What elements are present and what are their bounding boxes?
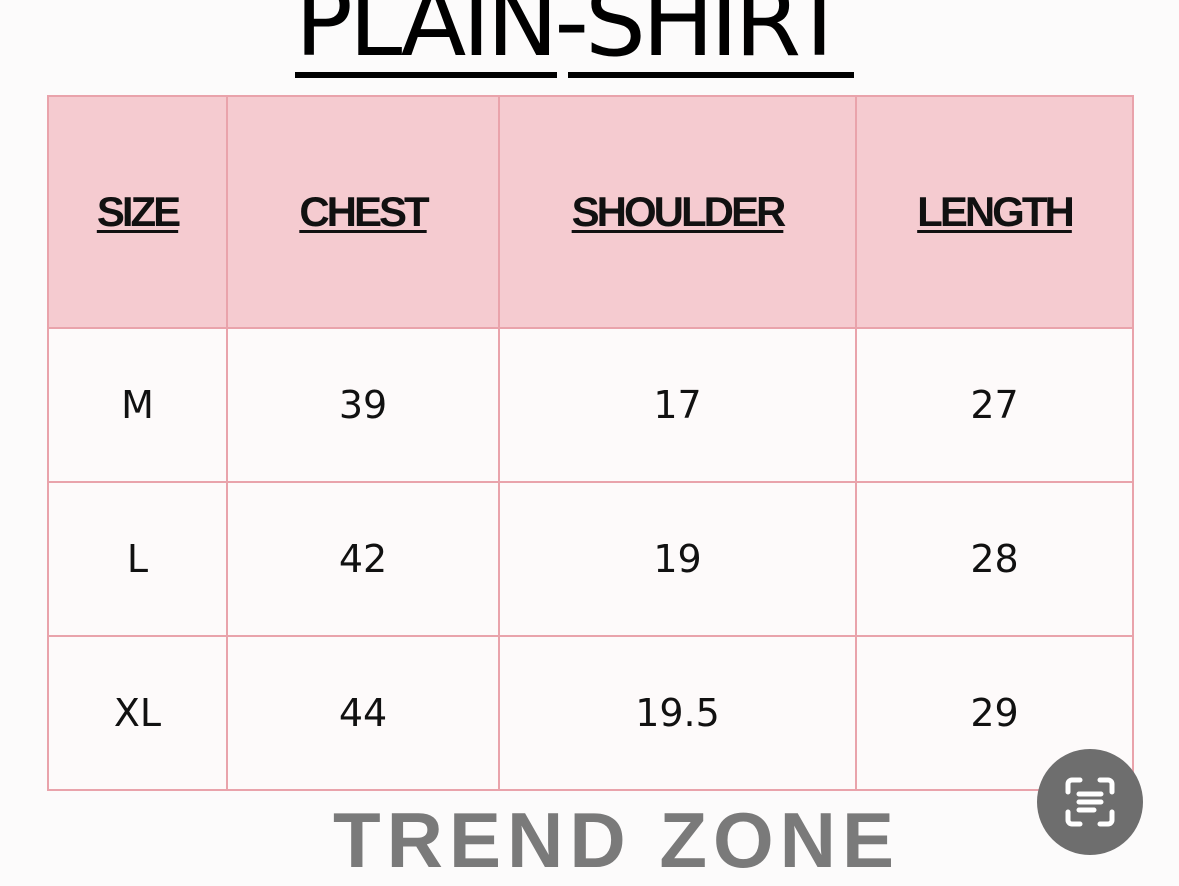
header-shoulder: SHOULDER [498,95,857,329]
header-length: LENGTH [855,95,1134,329]
cell-chest: 42 [226,481,500,637]
table-row: M 39 17 27 [47,327,1134,483]
text-scan-icon [1065,777,1115,827]
cell-length: 29 [855,635,1134,791]
table-row: L 42 19 28 [47,481,1134,637]
cell-chest: 39 [226,327,500,483]
scan-text-button[interactable] [1037,749,1143,855]
header-chest: CHEST [226,95,500,329]
cell-shoulder: 19 [498,481,857,637]
page-title: PLAIN-SHIRT [295,0,849,78]
title-underline [568,72,854,78]
table-header-row: SIZE CHEST SHOULDER LENGTH [47,95,1134,329]
table-row: XL 44 19.5 29 [47,635,1134,791]
cell-size: XL [47,635,228,791]
header-size: SIZE [47,95,228,329]
title-underline [295,72,557,78]
cell-chest: 44 [226,635,500,791]
cell-shoulder: 19.5 [498,635,857,791]
brand-name: TREND ZONE [333,796,900,884]
cell-shoulder: 17 [498,327,857,483]
cell-size: M [47,327,228,483]
cell-length: 27 [855,327,1134,483]
cell-length: 28 [855,481,1134,637]
size-chart-table: SIZE CHEST SHOULDER LENGTH M 39 17 27 L … [47,95,1134,791]
cell-size: L [47,481,228,637]
